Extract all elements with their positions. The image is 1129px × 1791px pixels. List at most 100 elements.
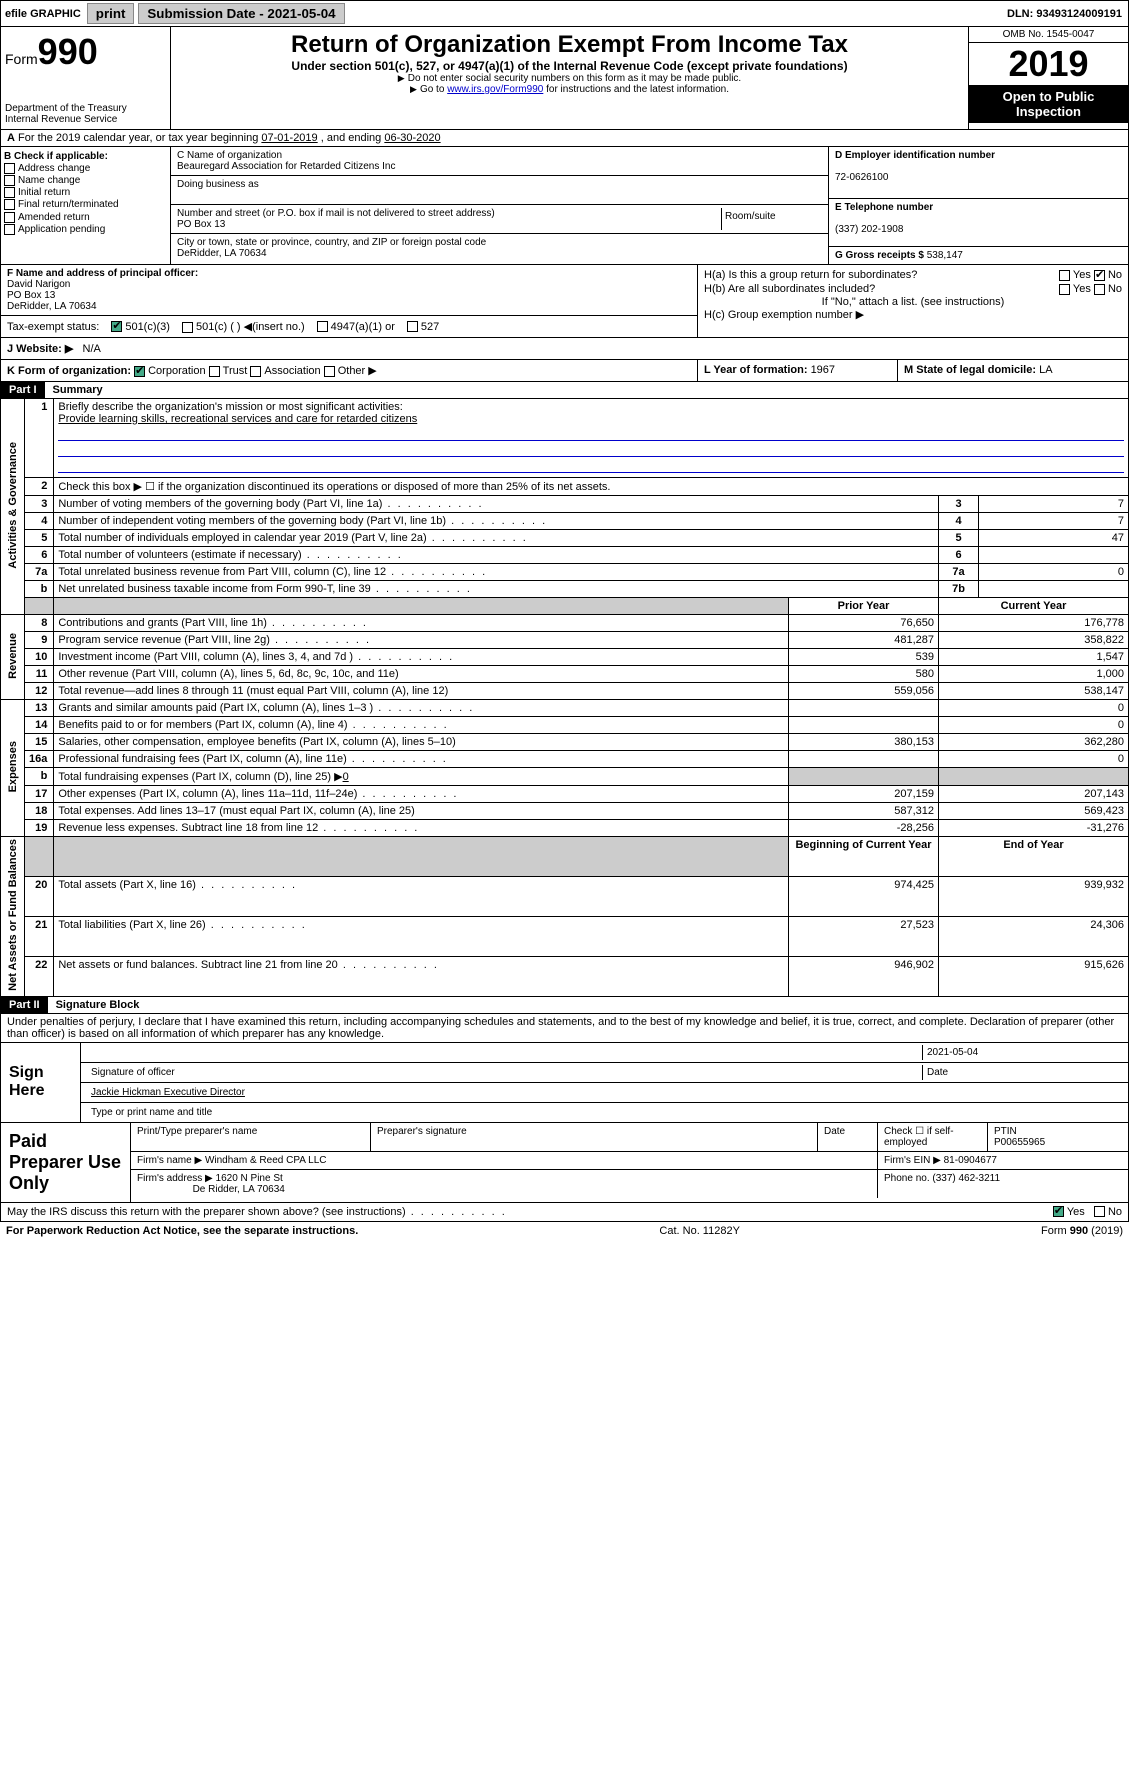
dept-label: Department of the Treasury [5,103,166,114]
discuss-row: May the IRS discuss this return with the… [0,1203,1129,1222]
phone-label: E Telephone number [835,202,933,213]
footer-form: Form 990 (2019) [1041,1225,1123,1237]
form-subtitle-2: Do not enter social security numbers on … [175,73,964,84]
name-title-label: Type or print name and title [87,1105,216,1120]
phone-value: (337) 202-1908 [835,224,903,235]
form-subtitle-1: Under section 501(c), 527, or 4947(a)(1)… [175,59,964,73]
gross-receipts-value: 538,147 [927,250,963,261]
ein-value: 72-0626100 [835,172,888,183]
firm-addr1: 1620 N Pine St [216,1173,283,1184]
cb-corp[interactable]: Corporation [134,365,205,377]
ha-yes[interactable] [1059,270,1070,281]
info-grid: B Check if applicable: Address change Na… [0,147,1129,265]
form-title: Return of Organization Exempt From Incom… [175,31,964,59]
org-name: Beauregard Association for Retarded Citi… [177,161,822,172]
cb-4947[interactable]: 4947(a)(1) or [317,321,395,333]
footer: For Paperwork Reduction Act Notice, see … [0,1222,1129,1240]
cb-trust[interactable]: Trust [209,365,248,377]
ha-no[interactable] [1094,270,1105,281]
cb-other[interactable]: Other ▶ [324,365,377,377]
cb-initial-return[interactable]: Initial return [4,187,167,198]
line5-val: 47 [979,530,1129,547]
cb-501c3[interactable]: 501(c)(3) [111,321,170,333]
cb-527[interactable]: 527 [407,321,439,333]
cb-address-change[interactable]: Address change [4,163,167,174]
line6-val [979,547,1129,564]
officer-addr1: PO Box 13 [7,290,55,301]
dln-value: DLN: 93493124009191 [1001,8,1128,20]
gross-receipts-label: G Gross receipts $ [835,250,927,261]
ein-label: D Employer identification number [835,150,995,161]
ha-label: H(a) Is this a group return for subordin… [704,269,917,281]
line4-val: 7 [979,513,1129,530]
cb-application-pending[interactable]: Application pending [4,224,167,235]
footer-left: For Paperwork Reduction Act Notice, see … [6,1225,358,1237]
omb-number: OMB No. 1545-0047 [969,27,1128,43]
website-value: N/A [83,343,101,355]
line7b-val [979,581,1129,598]
submission-date-button[interactable]: Submission Date - 2021-05-04 [138,3,344,24]
org-name-label: C Name of organization [177,150,822,161]
prior-year-hdr: Prior Year [789,598,939,615]
dba-label: Doing business as [177,179,822,190]
hb-label: H(b) Are all subordinates included? [704,283,875,295]
form-number: Form990 [5,31,166,73]
current-year-hdr: Current Year [939,598,1129,615]
cb-final-return[interactable]: Final return/terminated [4,199,167,210]
city-label: City or town, state or province, country… [177,237,822,248]
officer-label: F Name and address of principal officer: [7,268,198,279]
line1-label: Briefly describe the organization's miss… [58,401,402,413]
perjury-text: Under penalties of perjury, I declare th… [0,1014,1129,1043]
line2: Check this box ▶ ☐ if the organization d… [54,478,1129,496]
line3-val: 7 [979,496,1129,513]
discuss-no[interactable] [1094,1206,1105,1217]
fgh-row: F Name and address of principal officer:… [0,265,1129,338]
sign-here-label: Sign Here [1,1043,81,1122]
room-label: Room/suite [722,208,822,230]
klm-row: K Form of organization: Corporation Trus… [0,360,1129,382]
line1-value: Provide learning skills, recreational se… [58,413,417,425]
cb-501c[interactable]: 501(c) ( ) ◀(insert no.) [182,320,305,333]
part2-header: Part IISignature Block [0,997,1129,1014]
ptin-value: P00655965 [994,1137,1045,1148]
side-revenue: Revenue [7,633,19,679]
begin-year-hdr: Beginning of Current Year [789,837,939,877]
firm-addr2: De Ridder, LA 70634 [193,1184,285,1195]
hb-yes[interactable] [1059,284,1070,295]
sign-date: 2021-05-04 [922,1045,1122,1060]
city-value: DeRidder, LA 70634 [177,248,822,259]
street-value: PO Box 13 [177,219,721,230]
side-netassets: Net Assets or Fund Balances [7,839,19,991]
preparer-section: Paid Preparer Use Only Print/Type prepar… [0,1123,1129,1203]
paid-preparer-label: Paid Preparer Use Only [1,1123,131,1202]
side-expenses: Expenses [7,741,19,792]
top-toolbar: efile GRAPHIC print Submission Date - 20… [0,0,1129,27]
cb-amended-return[interactable]: Amended return [4,212,167,223]
tax-year: 2019 [969,43,1128,85]
irs-link[interactable]: www.irs.gov/Form990 [447,84,543,95]
tax-exempt-label: Tax-exempt status: [7,321,99,333]
officer-name-title: Jackie Hickman Executive Director [91,1087,245,1098]
officer-name: David Narigon [7,279,70,290]
part1-header: Part ISummary [0,382,1129,399]
print-button[interactable]: print [87,3,135,24]
cb-assoc[interactable]: Association [250,365,320,377]
cb-name-change[interactable]: Name change [4,175,167,186]
side-activities: Activities & Governance [7,442,19,569]
sig-officer-label: Signature of officer [87,1065,922,1080]
efile-label: efile GRAPHIC [1,8,85,20]
hb-no[interactable] [1094,284,1105,295]
firm-name: Windham & Reed CPA LLC [205,1155,327,1166]
hb-note: If "No," attach a list. (see instruction… [704,296,1122,308]
street-label: Number and street (or P.O. box if mail i… [177,208,721,219]
hc-label: H(c) Group exemption number ▶ [704,308,1122,321]
irs-label: Internal Revenue Service [5,114,166,125]
discuss-yes[interactable] [1053,1206,1064,1217]
state-domicile: LA [1039,364,1052,376]
firm-phone: (337) 462-3211 [932,1173,1000,1184]
open-public-badge: Open to Public Inspection [969,85,1128,123]
footer-cat: Cat. No. 11282Y [659,1225,740,1237]
form-subtitle-3: Go to www.irs.gov/Form990 for instructio… [175,84,964,95]
firm-ein: 81-0904677 [944,1155,997,1166]
officer-addr2: DeRidder, LA 70634 [7,301,97,312]
